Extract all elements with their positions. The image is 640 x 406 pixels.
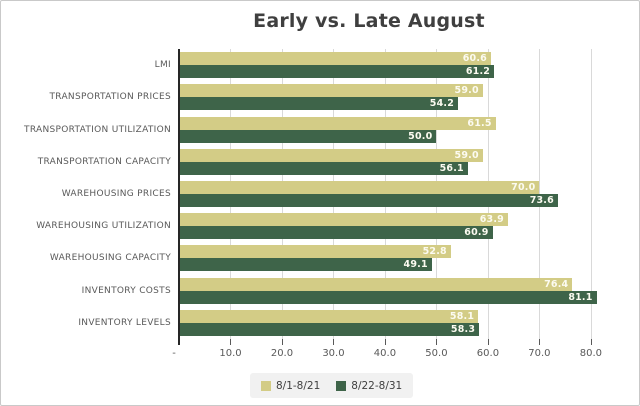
y-axis-line: [178, 49, 180, 345]
category-label: WAREHOUSING UTILIZATION: [36, 221, 171, 232]
bar-value-label: 58.3: [450, 323, 476, 335]
legend-label: 8/22-8/31: [351, 379, 403, 392]
bar-value-label: 60.6: [462, 53, 487, 65]
legend-item: 8/1-8/21: [261, 380, 320, 392]
x-axis-tickmark: [230, 339, 231, 345]
x-axis: - 10.0 20.0 30.0 40.0 50.0 60.0 70.0 80.0: [172, 339, 629, 367]
bar-early: 63.9: [179, 213, 508, 227]
bar-value-label: 58.1: [449, 310, 475, 322]
category-axis: LMI TRANSPORTATION PRICES TRANSPORTATION U…: [1, 49, 171, 339]
x-axis-tickmark: [333, 339, 334, 345]
legend-swatch: [336, 380, 347, 391]
category-label: INVENTORY LEVELS: [78, 317, 171, 328]
bar-early: 59.0: [179, 148, 483, 162]
bar-value-label: 60.9: [464, 227, 489, 239]
bar-early: 61.5: [179, 116, 496, 130]
category-label: TRANSPORTATION PRICES: [49, 92, 171, 103]
bar-late: 56.1: [179, 161, 468, 175]
bar-early: 58.1: [179, 309, 479, 323]
x-axis-tickmark: [282, 339, 283, 345]
bar-value-label: 49.1: [403, 259, 428, 271]
x-axis-tickmark: [539, 339, 540, 345]
category-label: WAREHOUSING PRICES: [61, 188, 171, 199]
legend-label: 8/1-8/21: [276, 379, 321, 392]
bar-late: 49.1: [179, 258, 432, 272]
bar-early: 76.4: [179, 277, 573, 291]
bar-value-label: 56.1: [439, 162, 464, 174]
chart-title: Early vs. Late August: [253, 10, 485, 32]
bar-value-label: 73.6: [529, 195, 554, 206]
bar-value-label: 61.5: [467, 117, 492, 129]
plot-area: 60.6 61.2 59.0 54.2 61.5 50.0 59.0 56.1 70.0 73.6…: [178, 49, 629, 345]
category-label: TRANSPORTATION UTILIZATION: [24, 124, 171, 135]
bar-late: 58.3: [179, 322, 480, 336]
bar-value-label: 52.8: [422, 246, 447, 258]
x-axis-tickmark: [488, 339, 489, 345]
bar-value-label: 50.0: [408, 130, 433, 142]
x-axis-tickmark: [436, 339, 437, 345]
x-axis-tickmark: [385, 339, 386, 345]
category-label: WAREHOUSING CAPACITY: [49, 253, 171, 264]
bar-late: 81.1: [179, 290, 597, 304]
bar-early: 59.0: [179, 84, 483, 98]
gridline: [591, 49, 592, 339]
bar-value-label: 63.9: [479, 214, 504, 226]
bar-early: 60.6: [179, 52, 491, 66]
legend-swatch: [261, 380, 271, 391]
x-axis-tick-label: 40.0: [373, 348, 397, 359]
bar-value-label: 81.1: [568, 291, 593, 303]
bar-value-label: 59.0: [454, 85, 479, 97]
bar-early: 52.8: [179, 245, 451, 259]
x-axis-tick-label: 20.0: [270, 348, 294, 359]
x-axis-tick-label: 30.0: [322, 348, 345, 359]
x-axis-tick-label: 50.0: [425, 348, 448, 359]
bar-value-label: 70.0: [511, 182, 536, 193]
x-axis-tick-label: 80.0: [579, 348, 603, 359]
bar-value-label: 61.2: [465, 66, 491, 78]
bar-late: 50.0: [179, 129, 437, 143]
legend: 8/1-8/21 8/22-8/31: [250, 373, 414, 398]
x-axis-tick-label: 60.0: [476, 348, 500, 359]
x-axis-tick-label: -: [172, 348, 176, 359]
bar-value-label: 54.2: [429, 98, 455, 110]
x-axis-tickmark: [591, 339, 592, 345]
legend-item: 8/22-8/31: [336, 380, 402, 392]
bar-value-label: 76.4: [544, 278, 569, 290]
category-label: LMI: [154, 60, 171, 71]
category-label: INVENTORY COSTS: [81, 285, 171, 296]
bar-early: 70.0: [179, 181, 540, 194]
category-label: TRANSPORTATION CAPACITY: [37, 156, 171, 167]
bar-late: 73.6: [179, 194, 558, 207]
bar-late: 61.2: [179, 65, 495, 79]
x-axis-tick-label: 10.0: [219, 348, 242, 359]
bar-late: 60.9: [179, 226, 493, 240]
bar-value-label: 59.0: [454, 149, 479, 161]
bar-late: 54.2: [179, 97, 459, 111]
x-axis-tick-label: 70.0: [528, 348, 551, 359]
